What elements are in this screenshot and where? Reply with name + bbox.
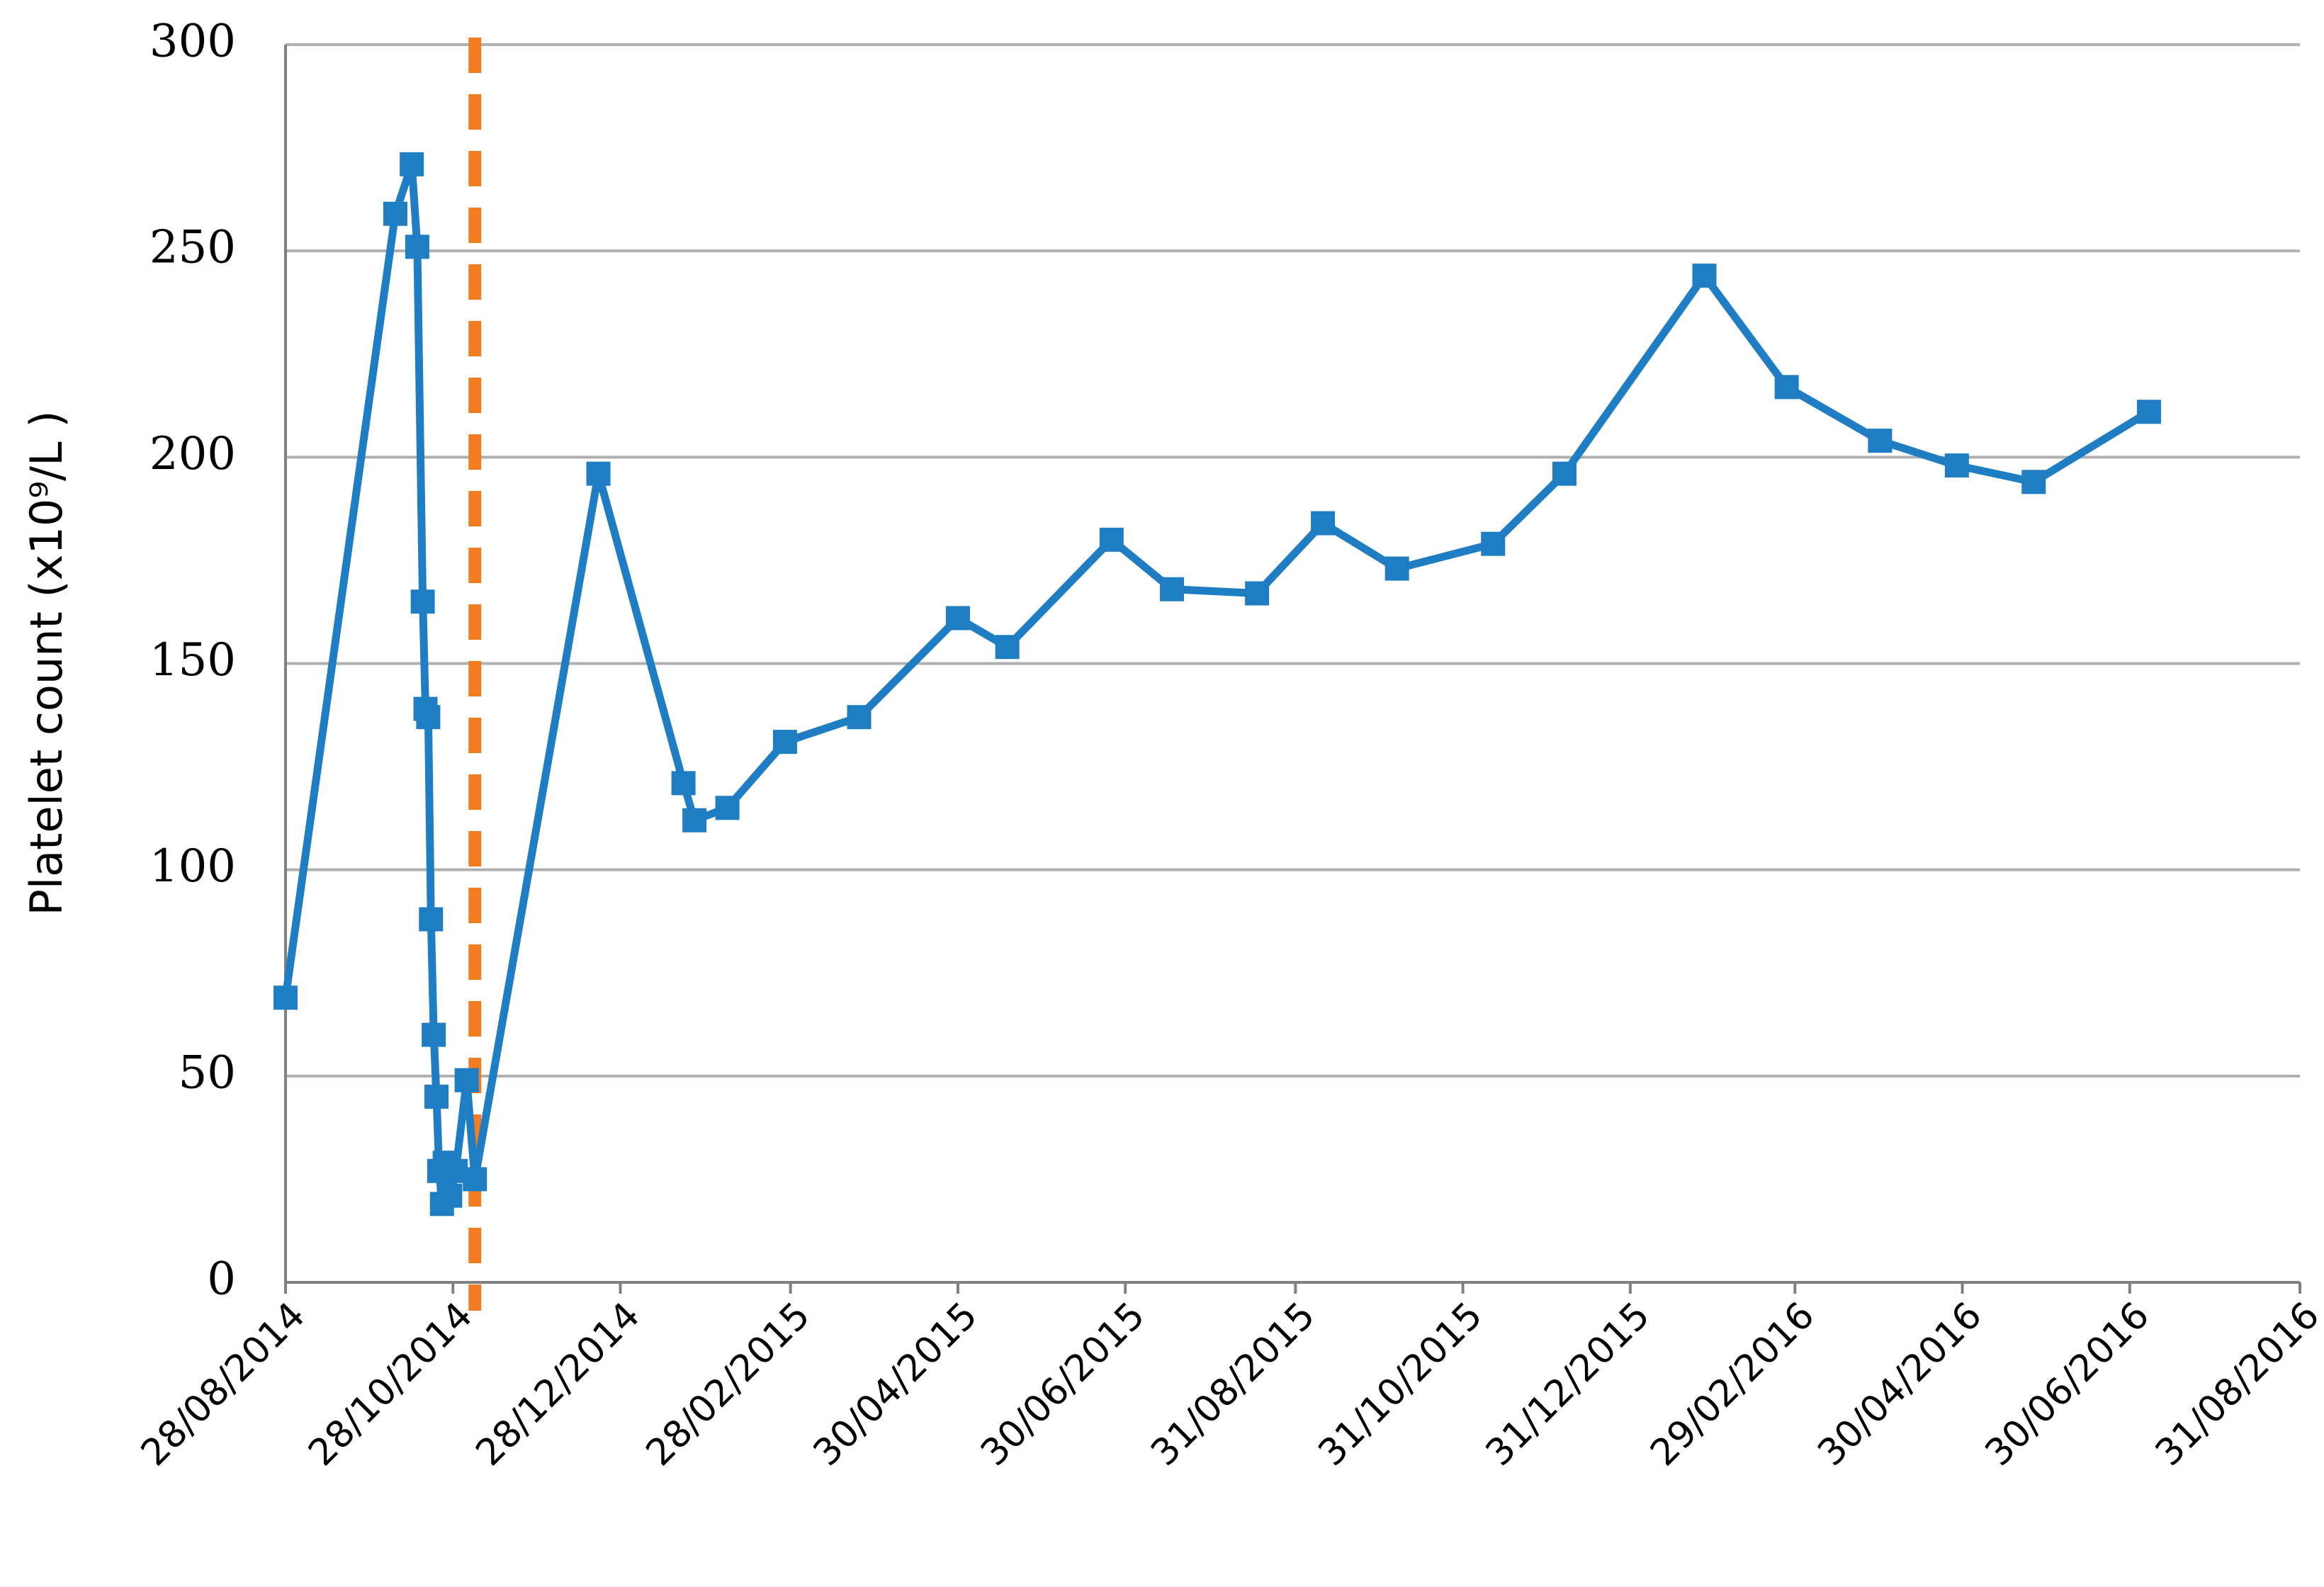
data-point: [383, 201, 407, 226]
data-point: [400, 152, 424, 176]
data-point: [1868, 429, 1893, 453]
y-tick-label: 0: [207, 1253, 236, 1306]
y-tick-label: 300: [150, 16, 236, 68]
data-point: [1552, 461, 1576, 486]
data-point: [945, 606, 970, 631]
x-tick-label: 28/08/2014: [133, 1294, 313, 1474]
data-point: [463, 1167, 487, 1192]
y-tick-label: 100: [150, 840, 236, 893]
data-point: [847, 705, 872, 730]
data-point: [772, 730, 797, 755]
x-tick-label: 31/10/2015: [1310, 1294, 1490, 1474]
y-axis-title: Platelet count (x10⁹/L ): [21, 410, 72, 915]
x-tick-label: 31/12/2015: [1478, 1294, 1658, 1474]
x-tick-label: 28/02/2015: [638, 1294, 818, 1474]
x-tick-label: 30/06/2015: [973, 1294, 1153, 1474]
data-point: [1099, 527, 1124, 552]
data-point: [1245, 581, 1270, 606]
y-tick-label: 150: [150, 634, 236, 687]
y-tick-label: 250: [150, 222, 236, 274]
data-point: [671, 771, 696, 796]
data-point: [1692, 264, 1717, 288]
y-tick-label: 200: [150, 428, 236, 480]
data-point: [273, 985, 298, 1010]
data-point: [438, 1183, 463, 1208]
data-point: [1774, 375, 1799, 400]
x-tick-label: 31/08/2016: [2148, 1294, 2324, 1474]
x-tick-label: 29/02/2016: [1642, 1294, 1822, 1474]
x-tick-label: 28/10/2014: [300, 1294, 480, 1474]
data-point: [682, 808, 707, 832]
x-tick-label: 31/08/2015: [1143, 1294, 1323, 1474]
data-point: [2021, 470, 2046, 495]
data-point: [715, 796, 740, 820]
data-point: [995, 635, 1020, 660]
x-tick-label: 28/12/2014: [468, 1294, 648, 1474]
data-point: [405, 235, 429, 259]
data-point: [416, 705, 441, 730]
data-point: [419, 907, 444, 932]
data-point: [1944, 453, 1969, 478]
data-point: [1384, 556, 1409, 581]
data-point: [2136, 400, 2161, 424]
x-tick-label: 30/04/2016: [1810, 1294, 1990, 1474]
data-point: [1481, 531, 1506, 556]
data-point: [1311, 511, 1336, 536]
x-tick-label: 30/04/2015: [806, 1294, 986, 1474]
data-point: [422, 1022, 446, 1047]
data-point: [410, 589, 435, 614]
data-point: [454, 1068, 479, 1092]
data-point: [424, 1084, 449, 1109]
x-tick-label: 30/06/2016: [1978, 1294, 2157, 1474]
series-line: [281, 160, 2151, 1208]
data-point: [586, 461, 611, 486]
y-tick-label: 50: [179, 1046, 236, 1099]
data-point: [1160, 577, 1185, 602]
